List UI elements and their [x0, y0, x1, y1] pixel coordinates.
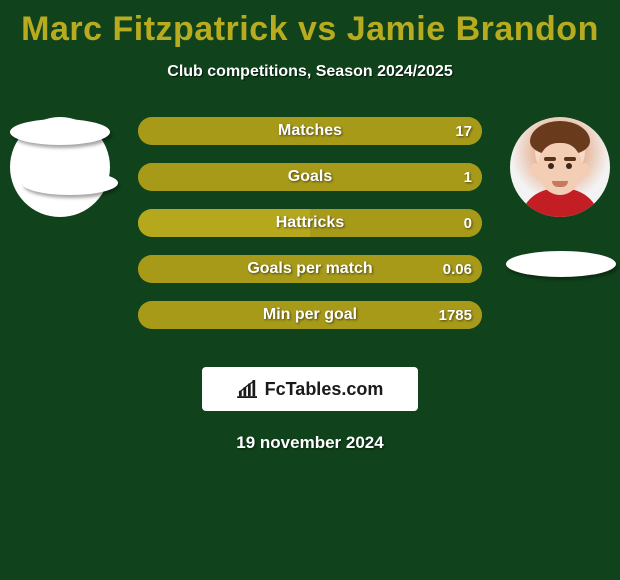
comparison-arena: Matches17 Goals1 Hattricks0 Goals per match…: [0, 111, 620, 351]
stat-row: Goals1: [138, 163, 482, 191]
brand-badge[interactable]: FcTables.com: [202, 367, 418, 411]
stat-row: Hattricks0: [138, 209, 482, 237]
stat-bar-left: [138, 209, 310, 237]
brand-text: FcTables.com: [265, 379, 384, 400]
stat-bar-right: [138, 117, 482, 145]
page-title: Marc Fitzpatrick vs Jamie Brandon: [0, 0, 620, 49]
player-right-avatar: [510, 117, 610, 217]
club-left-ellipse-1: [10, 119, 110, 145]
club-right-ellipse: [506, 251, 616, 277]
stat-bar-right: [310, 209, 482, 237]
subtitle: Club competitions, Season 2024/2025: [0, 63, 620, 81]
stat-bar-right: [138, 301, 482, 329]
date-text: 19 november 2024: [0, 433, 620, 453]
club-left-ellipse-2: [22, 171, 118, 195]
stat-row: Matches17: [138, 117, 482, 145]
stat-bar-right: [138, 255, 482, 283]
stat-row: Goals per match0.06: [138, 255, 482, 283]
brand-chart-icon: [237, 380, 259, 398]
comparison-card: Marc Fitzpatrick vs Jamie Brandon Club c…: [0, 0, 620, 580]
stat-row: Min per goal1785: [138, 301, 482, 329]
stat-bar-right: [138, 163, 482, 191]
stat-bars: Matches17 Goals1 Hattricks0 Goals per match…: [138, 117, 482, 347]
